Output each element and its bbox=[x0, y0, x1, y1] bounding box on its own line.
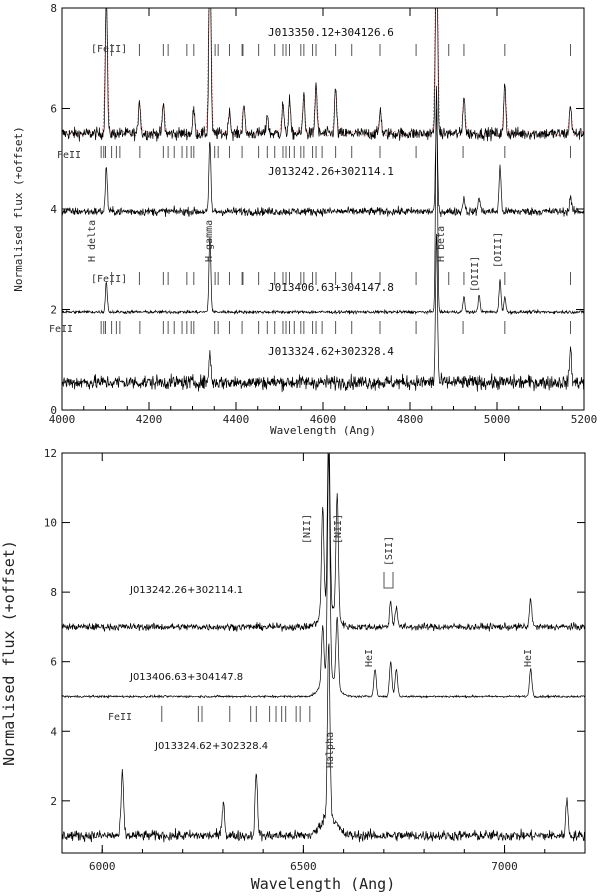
bottom-panel: 6000 6500 7000 2 4 6 8 10 12 Wavelength (Ang) No… bbox=[0, 447, 586, 893]
oiii-label-a: [OIII] bbox=[470, 256, 481, 292]
y-tick-label: 4 bbox=[50, 203, 57, 216]
spectrum-line bbox=[61, 453, 586, 699]
sii-label: [SII] bbox=[384, 536, 395, 566]
feii-bottom-panel-label: FeII bbox=[108, 712, 132, 723]
top-panel: 4000 4200 4400 4600 4800 5000 5200 0 2 4 6 8 Wavele… bbox=[12, 2, 597, 437]
feii-top-label: FeII bbox=[57, 150, 81, 161]
hei-label-b: HeI bbox=[523, 649, 534, 667]
top-label-j013324: J013324.62+302328.4 bbox=[268, 345, 394, 358]
x-tick-label: 4000 bbox=[49, 413, 76, 426]
sii-doublet-bracket bbox=[383, 572, 394, 589]
spectrum-line bbox=[61, 85, 585, 316]
bottom-plot-frame bbox=[61, 452, 586, 854]
x-tick-label: 7000 bbox=[491, 860, 518, 873]
x-tick-label: 4400 bbox=[223, 413, 250, 426]
bottom-label-j013324: J013324.62+302328.4 bbox=[154, 741, 268, 752]
halpha-label: Halpha bbox=[325, 732, 336, 768]
oiii-label-b: [OIII] bbox=[493, 232, 504, 268]
top-y-axis-label: Normalised flux (+offset) bbox=[12, 126, 25, 292]
y-tick-label: 4 bbox=[50, 725, 57, 738]
feii-forbidden-top-label: [FeII] bbox=[91, 44, 127, 55]
nii-label-b: [NII] bbox=[333, 514, 344, 544]
hei-label-a: HeI bbox=[364, 649, 375, 667]
x-tick-label: 4600 bbox=[310, 413, 337, 426]
y-tick-label: 8 bbox=[50, 2, 57, 15]
x-tick-label: 6500 bbox=[290, 860, 317, 873]
spectrum-line bbox=[61, 452, 586, 632]
bottom-x-axis-label: Wavelength (Ang) bbox=[251, 875, 396, 893]
top-label-j013242: J013242.26+302114.1 bbox=[268, 165, 394, 178]
spectrum-line bbox=[61, 643, 586, 843]
feii-forbidden-mid-label: [FeII] bbox=[91, 274, 127, 285]
top-ticks-group: 4000 4200 4400 4600 4800 5000 5200 0 2 4 6 8 bbox=[49, 2, 598, 426]
y-tick-label: 8 bbox=[50, 586, 57, 599]
y-tick-label: 2 bbox=[50, 304, 57, 317]
top-feii-ticks bbox=[100, 44, 572, 334]
y-tick-label: 12 bbox=[44, 447, 57, 460]
y-tick-label: 0 bbox=[50, 404, 57, 417]
bottom-feii-ticks bbox=[161, 706, 311, 722]
top-label-j013406: J013406.63+304147.8 bbox=[268, 281, 394, 294]
bottom-label-j013406: J013406.63+304147.8 bbox=[129, 672, 243, 683]
h-delta-label: H delta bbox=[87, 220, 98, 262]
y-tick-label: 6 bbox=[50, 656, 57, 669]
spectrum-line bbox=[61, 108, 585, 218]
x-tick-label: 5000 bbox=[484, 413, 511, 426]
y-tick-label: 6 bbox=[50, 103, 57, 116]
spectrum-line bbox=[61, 7, 585, 142]
y-tick-label: 10 bbox=[44, 517, 57, 530]
feii-bottom-label: FeII bbox=[49, 324, 73, 335]
bottom-spectra-group bbox=[61, 452, 586, 843]
x-tick-label: 5200 bbox=[571, 413, 598, 426]
x-tick-label: 6000 bbox=[89, 860, 116, 873]
model-spectrum-line bbox=[61, 7, 585, 137]
bottom-label-j013242: J013242.26+302114.1 bbox=[129, 585, 243, 596]
spectrum-line bbox=[61, 233, 585, 393]
top-x-axis-label: Wavelength (Ang) bbox=[270, 424, 376, 437]
y-tick-label: 2 bbox=[50, 795, 57, 808]
x-tick-label: 4200 bbox=[136, 413, 163, 426]
top-spectra-group bbox=[61, 7, 585, 393]
nii-label-a: [NII] bbox=[302, 514, 313, 544]
top-label-j013350: J013350.12+304126.6 bbox=[268, 26, 394, 39]
h-beta-label: H beta bbox=[436, 226, 447, 262]
bottom-y-axis-label: Normalised flux (+offset) bbox=[0, 540, 18, 766]
h-gamma-label: H gamma bbox=[204, 220, 215, 262]
bottom-ticks-group: 6000 6500 7000 2 4 6 8 10 12 bbox=[44, 447, 586, 873]
x-tick-label: 4800 bbox=[397, 413, 424, 426]
